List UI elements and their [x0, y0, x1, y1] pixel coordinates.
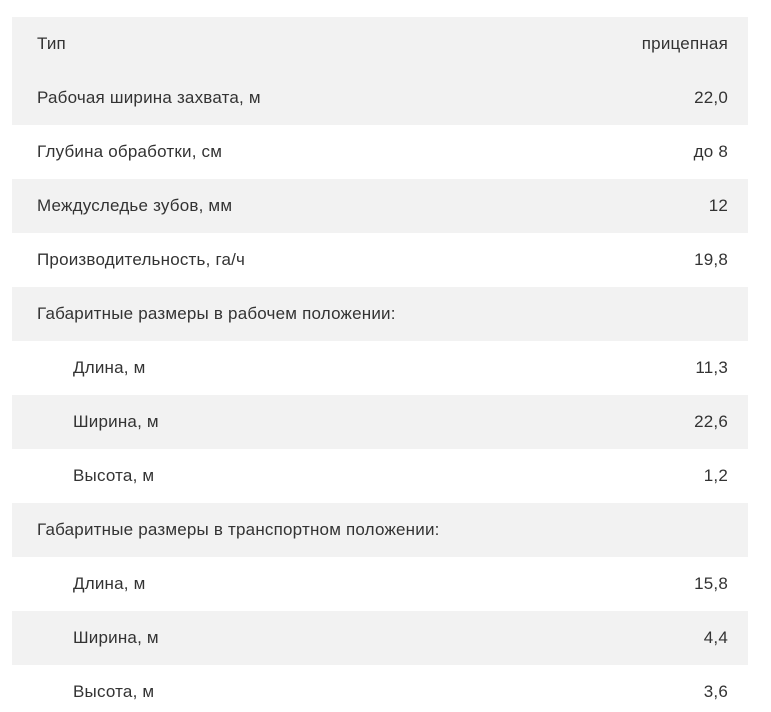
table-row: Глубина обработки, см до 8 [12, 125, 748, 179]
spec-value: 1,2 [703, 465, 728, 485]
specifications-table: Тип прицепная Рабочая ширина захвата, м … [12, 17, 748, 712]
spec-label: Высота, м [73, 465, 155, 485]
spec-value: 11,3 [695, 357, 728, 377]
table-row: Ширина, м 4,4 [12, 611, 748, 665]
spec-label: Ширина, м [73, 627, 159, 647]
table-group-header-row: Габаритные размеры в рабочем положении: [12, 287, 748, 341]
spec-value: 4,4 [703, 627, 728, 647]
spec-value: 15,8 [694, 573, 728, 593]
table-row: Высота, м 1,2 [12, 449, 748, 503]
spec-value: 19,8 [694, 249, 728, 269]
spec-label: Рабочая ширина захвата, м [37, 87, 261, 107]
spec-group-label: Габаритные размеры в транспортном положе… [37, 519, 440, 539]
spec-label: Тип [37, 33, 66, 53]
spec-label: Длина, м [73, 573, 146, 593]
table-row: Производительность, га/ч 19,8 [12, 233, 748, 287]
spec-value: до 8 [693, 141, 728, 161]
spec-label: Междуследье зубов, мм [37, 195, 233, 215]
table-row: Междуследье зубов, мм 12 [12, 179, 748, 233]
spec-label: Ширина, м [73, 411, 159, 431]
table-group-header-row: Габаритные размеры в транспортном положе… [12, 503, 748, 557]
spec-value: 3,6 [703, 681, 728, 701]
spec-value: прицепная [641, 33, 728, 53]
table-row: Рабочая ширина захвата, м 22,0 [12, 71, 748, 125]
spec-value: 22,6 [694, 411, 728, 431]
spec-value: 12 [708, 195, 728, 215]
table-row: Длина, м 15,8 [12, 557, 748, 611]
spec-group-label: Габаритные размеры в рабочем положении: [37, 303, 396, 323]
table-row: Высота, м 3,6 [12, 665, 748, 712]
spec-label: Высота, м [73, 681, 155, 701]
table-row: Ширина, м 22,6 [12, 395, 748, 449]
spec-value: 22,0 [694, 87, 728, 107]
table-row: Тип прицепная [12, 17, 748, 71]
table-row: Длина, м 11,3 [12, 341, 748, 395]
spec-label: Глубина обработки, см [37, 141, 223, 161]
spec-label: Длина, м [73, 357, 146, 377]
spec-label: Производительность, га/ч [37, 249, 246, 269]
